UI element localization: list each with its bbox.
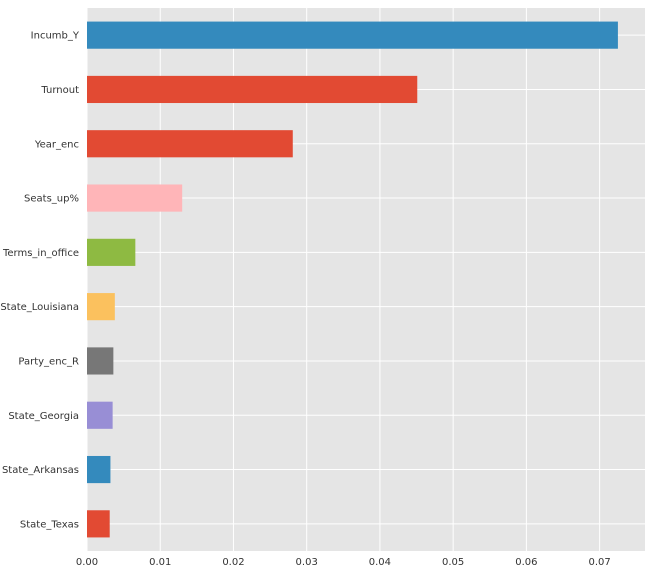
category-label: Seats_up% (24, 194, 79, 205)
bar-year-enc (87, 130, 293, 158)
bar-turnout (87, 75, 418, 104)
y-axis-categories: Incumb_Y Turnout Year_enc Seats_up% Terms_in… (0, 31, 80, 531)
bar-state-arkansas (87, 455, 111, 484)
category-label: State_Georgia (8, 411, 79, 422)
x-tick-label: 0.01 (149, 557, 171, 568)
x-tick-label: 0.02 (222, 557, 244, 568)
x-tick-label: 0.04 (369, 557, 391, 568)
category-label: State_Arkansas (2, 465, 79, 476)
bar-incumb-y (87, 21, 618, 49)
category-label: Year_enc (34, 139, 79, 150)
bar-seats-up (87, 184, 183, 212)
category-label: State_Texas (20, 519, 79, 530)
x-tick-label: 0.03 (296, 557, 318, 568)
bar-state-louisiana (87, 293, 115, 321)
bar-party-enc-r (87, 347, 114, 375)
bar-state-georgia (87, 401, 113, 429)
bars-group (87, 21, 618, 538)
category-label: Party_enc_R (18, 356, 79, 367)
x-axis-ticks: 0.00 0.01 0.02 0.03 0.04 0.05 0.06 0.07 (76, 557, 611, 568)
category-label: Turnout (40, 85, 79, 96)
x-tick-label: 0.05 (442, 557, 464, 568)
x-tick-label: 0.06 (515, 557, 537, 568)
category-label: Terms_in_office (2, 248, 79, 259)
bar-terms-in-office (87, 238, 136, 266)
category-label: Incumb_Y (31, 31, 80, 42)
bar-state-texas (87, 510, 110, 538)
x-tick-label: 0.00 (76, 557, 98, 568)
category-label: State_Louisiana (0, 302, 79, 313)
x-tick-label: 0.07 (588, 557, 610, 568)
